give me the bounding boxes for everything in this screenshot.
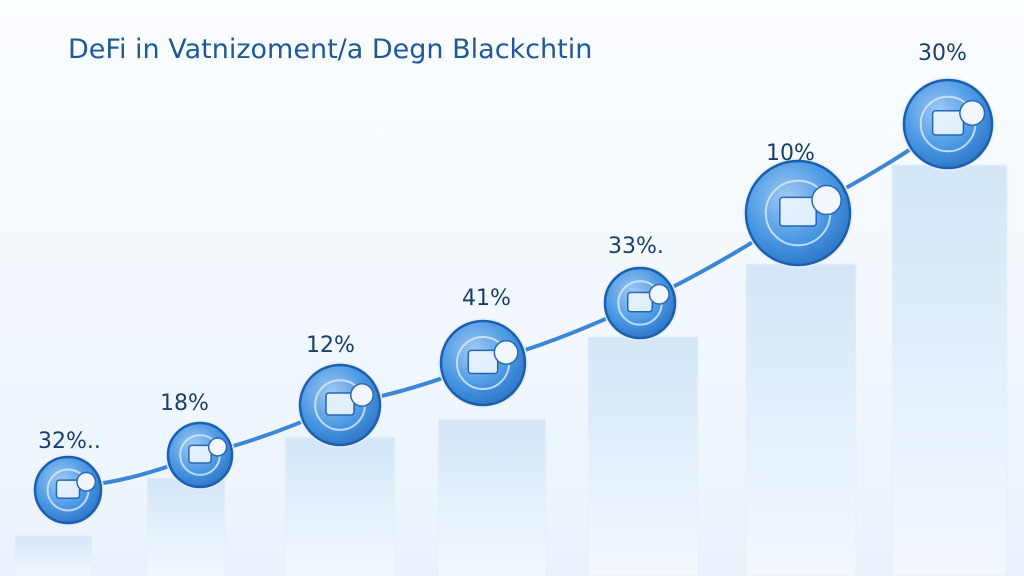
coin-icon bbox=[165, 420, 235, 490]
bar-4 bbox=[437, 418, 547, 576]
value-labels-layer: 32%.. 18% 12% 41% 33%. 10% 30% bbox=[38, 41, 967, 454]
bar-2 bbox=[146, 477, 226, 576]
growth-arrow-icon bbox=[901, 77, 995, 171]
value-label-7: 30% bbox=[918, 41, 967, 66]
chart-title: DeFi in Vatnizoment/a Degn Blackchtin bbox=[68, 34, 592, 65]
value-label-1: 32%.. bbox=[38, 429, 101, 454]
node-icon bbox=[602, 265, 678, 341]
bar-5 bbox=[587, 336, 699, 576]
value-label-6: 10% bbox=[766, 141, 815, 166]
wallet-icon bbox=[32, 454, 104, 526]
bar-6 bbox=[745, 263, 857, 576]
markers-layer bbox=[32, 77, 995, 526]
bars-layer bbox=[14, 164, 1008, 576]
value-label-4: 41% bbox=[462, 286, 511, 311]
value-label-3: 12% bbox=[306, 333, 355, 358]
bar-3 bbox=[284, 436, 396, 576]
value-label-2: 18% bbox=[160, 391, 209, 416]
block-icon bbox=[297, 362, 383, 448]
token-icon bbox=[438, 318, 528, 408]
exchange-icon bbox=[743, 158, 853, 268]
bar-7 bbox=[891, 164, 1008, 576]
bar-1 bbox=[14, 535, 93, 576]
value-label-5: 33%. bbox=[608, 234, 664, 259]
